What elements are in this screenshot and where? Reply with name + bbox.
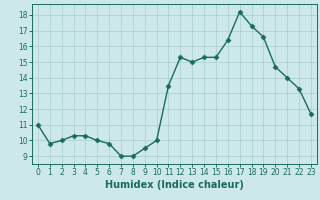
- X-axis label: Humidex (Indice chaleur): Humidex (Indice chaleur): [105, 180, 244, 190]
